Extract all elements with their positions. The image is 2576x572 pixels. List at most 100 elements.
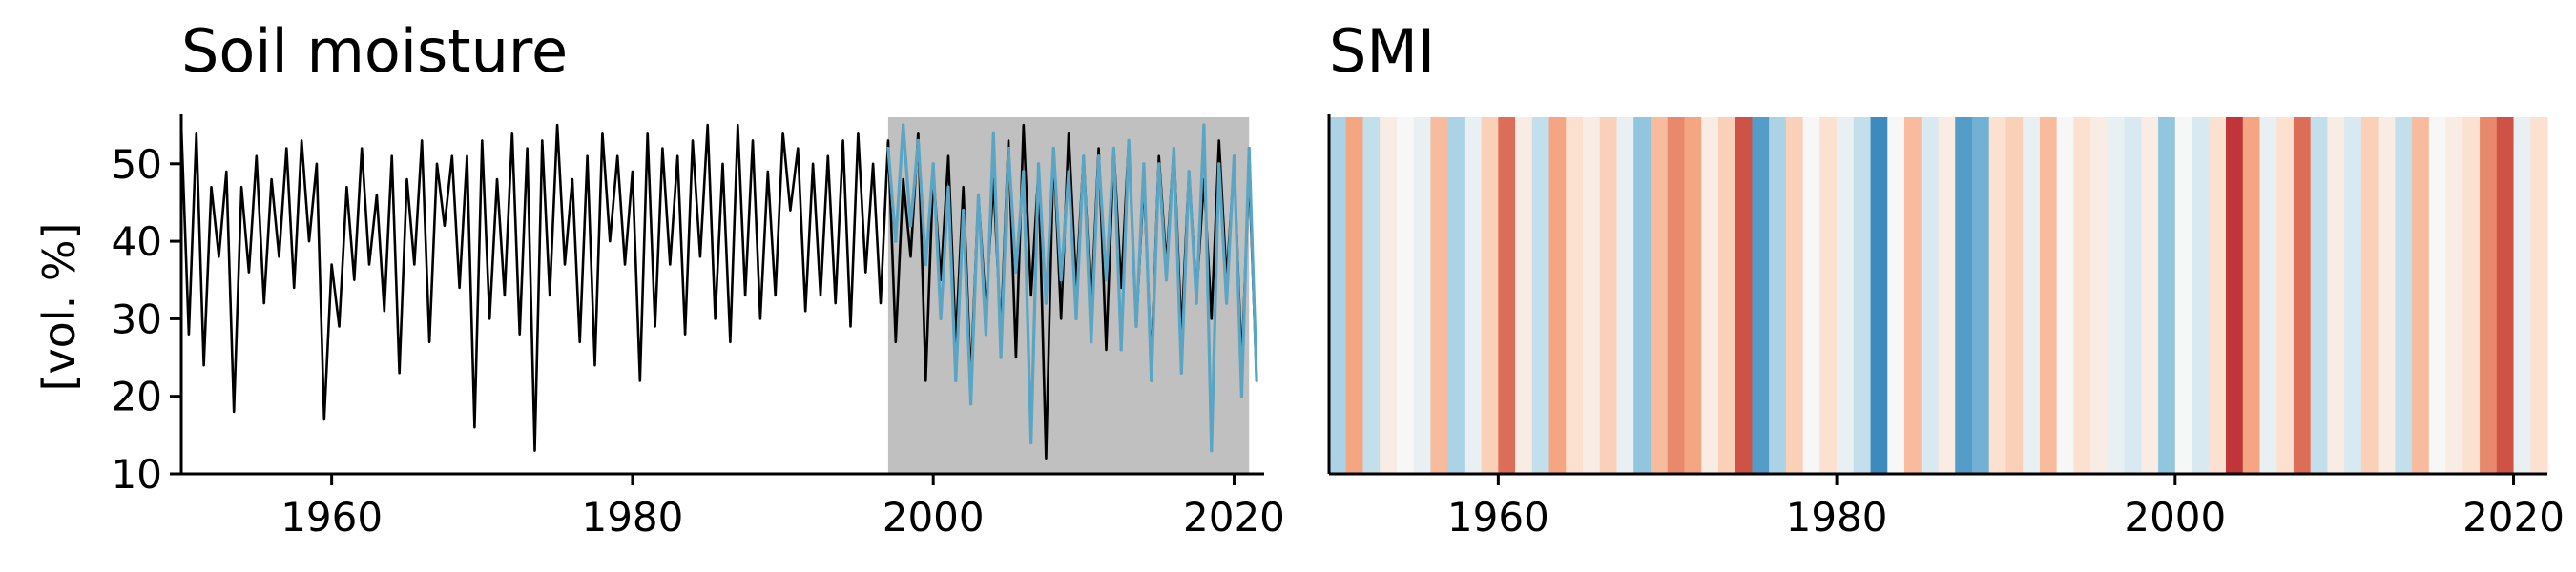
- simulated-point: [676, 154, 679, 157]
- observed-point: [1187, 170, 1191, 174]
- simulated-point: [556, 124, 558, 127]
- simulated-point: [564, 263, 566, 266]
- y-tick-label: 50: [112, 141, 162, 188]
- simulated-point: [466, 154, 468, 157]
- simulated-point: [293, 287, 296, 289]
- smi-stripe: [1717, 117, 1736, 474]
- smi-stripe: [2293, 117, 2312, 474]
- simulated-point: [458, 287, 461, 289]
- simulated-point: [450, 154, 453, 157]
- observed-point: [1247, 146, 1251, 151]
- smi-stripe: [2039, 117, 2058, 474]
- simulated-point: [390, 154, 393, 157]
- simulated-point: [504, 295, 506, 296]
- simulated-point: [533, 449, 536, 452]
- observed-point: [1127, 138, 1131, 142]
- simulated-point: [436, 162, 438, 165]
- smi-stripe: [2124, 117, 2142, 474]
- smi-stripe: [2480, 117, 2498, 474]
- observed-point: [1090, 340, 1093, 344]
- observed-point: [1164, 278, 1169, 282]
- smi-title: SMI: [1329, 16, 1435, 86]
- observed-point: [1036, 162, 1041, 166]
- simulated-point: [330, 263, 333, 266]
- observed-point: [1097, 154, 1101, 158]
- smi-stripe: [1938, 117, 1956, 474]
- simulated-point: [376, 194, 378, 196]
- smi-stripe: [2226, 117, 2244, 474]
- simulated-point: [638, 379, 641, 382]
- observed-point: [1104, 278, 1109, 282]
- smi-stripe: [1548, 117, 1567, 474]
- smi-panel: SMI 1960 1980 2000 2020: [1327, 16, 2565, 541]
- simulated-point: [646, 132, 649, 134]
- smi-stripes: [1329, 117, 2548, 474]
- simulated-point: [353, 278, 356, 281]
- observed-point: [999, 356, 1003, 359]
- observed-soil-moisture-line: [886, 123, 1258, 453]
- simulated-point: [481, 139, 484, 142]
- simulated-point: [699, 255, 701, 258]
- simulated-point: [737, 124, 739, 127]
- observed-point: [1195, 301, 1198, 305]
- smi-stripe: [2242, 117, 2261, 474]
- observed-point: [1142, 162, 1146, 166]
- smi-stripe: [2395, 117, 2413, 474]
- simulated-point: [240, 186, 243, 189]
- smi-stripe: [2276, 117, 2295, 474]
- simulated-point: [857, 132, 860, 134]
- simulated-point: [894, 340, 897, 343]
- observed-point: [1044, 301, 1048, 305]
- smi-stripe: [1413, 117, 1432, 474]
- simulated-point: [669, 263, 672, 266]
- observed-point: [1202, 123, 1206, 127]
- observed-point: [886, 146, 890, 151]
- smi-stripe: [1396, 117, 1415, 474]
- simulated-point: [225, 171, 228, 173]
- observed-point: [984, 333, 987, 337]
- simulated-point: [549, 295, 551, 296]
- simulated-point: [578, 340, 581, 343]
- simulated-point: [909, 255, 912, 258]
- simulated-point: [488, 317, 491, 320]
- simulated-point: [398, 372, 401, 375]
- smi-stripe: [1971, 117, 1990, 474]
- smi-stripe: [2327, 117, 2345, 474]
- smi-stripe: [1481, 117, 1499, 474]
- smi-stripe: [1752, 117, 1770, 474]
- smi-stripe: [2496, 117, 2515, 474]
- simulated-point: [601, 132, 604, 134]
- simulated-point: [1029, 295, 1032, 296]
- observed-point: [1179, 371, 1183, 375]
- simulated-point: [872, 162, 874, 165]
- simulated-point: [962, 186, 965, 189]
- smi-stripe: [2513, 117, 2531, 474]
- smi-stripe: [1464, 117, 1483, 474]
- smi-stripe: [1515, 117, 1533, 474]
- observed-point: [1074, 317, 1078, 320]
- simulated-point: [1008, 139, 1009, 142]
- x-tick-label: 2020: [1183, 494, 1285, 541]
- y-tick-label: 40: [112, 218, 162, 265]
- simulated-point: [188, 333, 190, 336]
- simulated-point: [510, 132, 513, 134]
- simulated-point: [1015, 357, 1017, 358]
- smi-stripe: [1345, 117, 1364, 474]
- smi-stripe: [1684, 117, 1702, 474]
- simulated-point: [210, 186, 213, 189]
- observed-point: [1119, 348, 1123, 352]
- observed-point: [976, 193, 981, 196]
- simulated-point: [692, 139, 694, 142]
- simulated-point: [721, 162, 724, 165]
- smi-stripe: [2530, 117, 2548, 474]
- observed-point: [946, 185, 950, 189]
- soil-moisture-title: Soil moisture: [181, 16, 568, 86]
- smi-stripe: [1769, 117, 1787, 474]
- simulated-point: [834, 302, 837, 304]
- simulated-point: [654, 325, 656, 328]
- observed-point: [1210, 449, 1214, 453]
- x-tick-label: 1980: [1786, 494, 1888, 541]
- observed-point: [924, 262, 927, 267]
- simulated-point: [752, 139, 754, 142]
